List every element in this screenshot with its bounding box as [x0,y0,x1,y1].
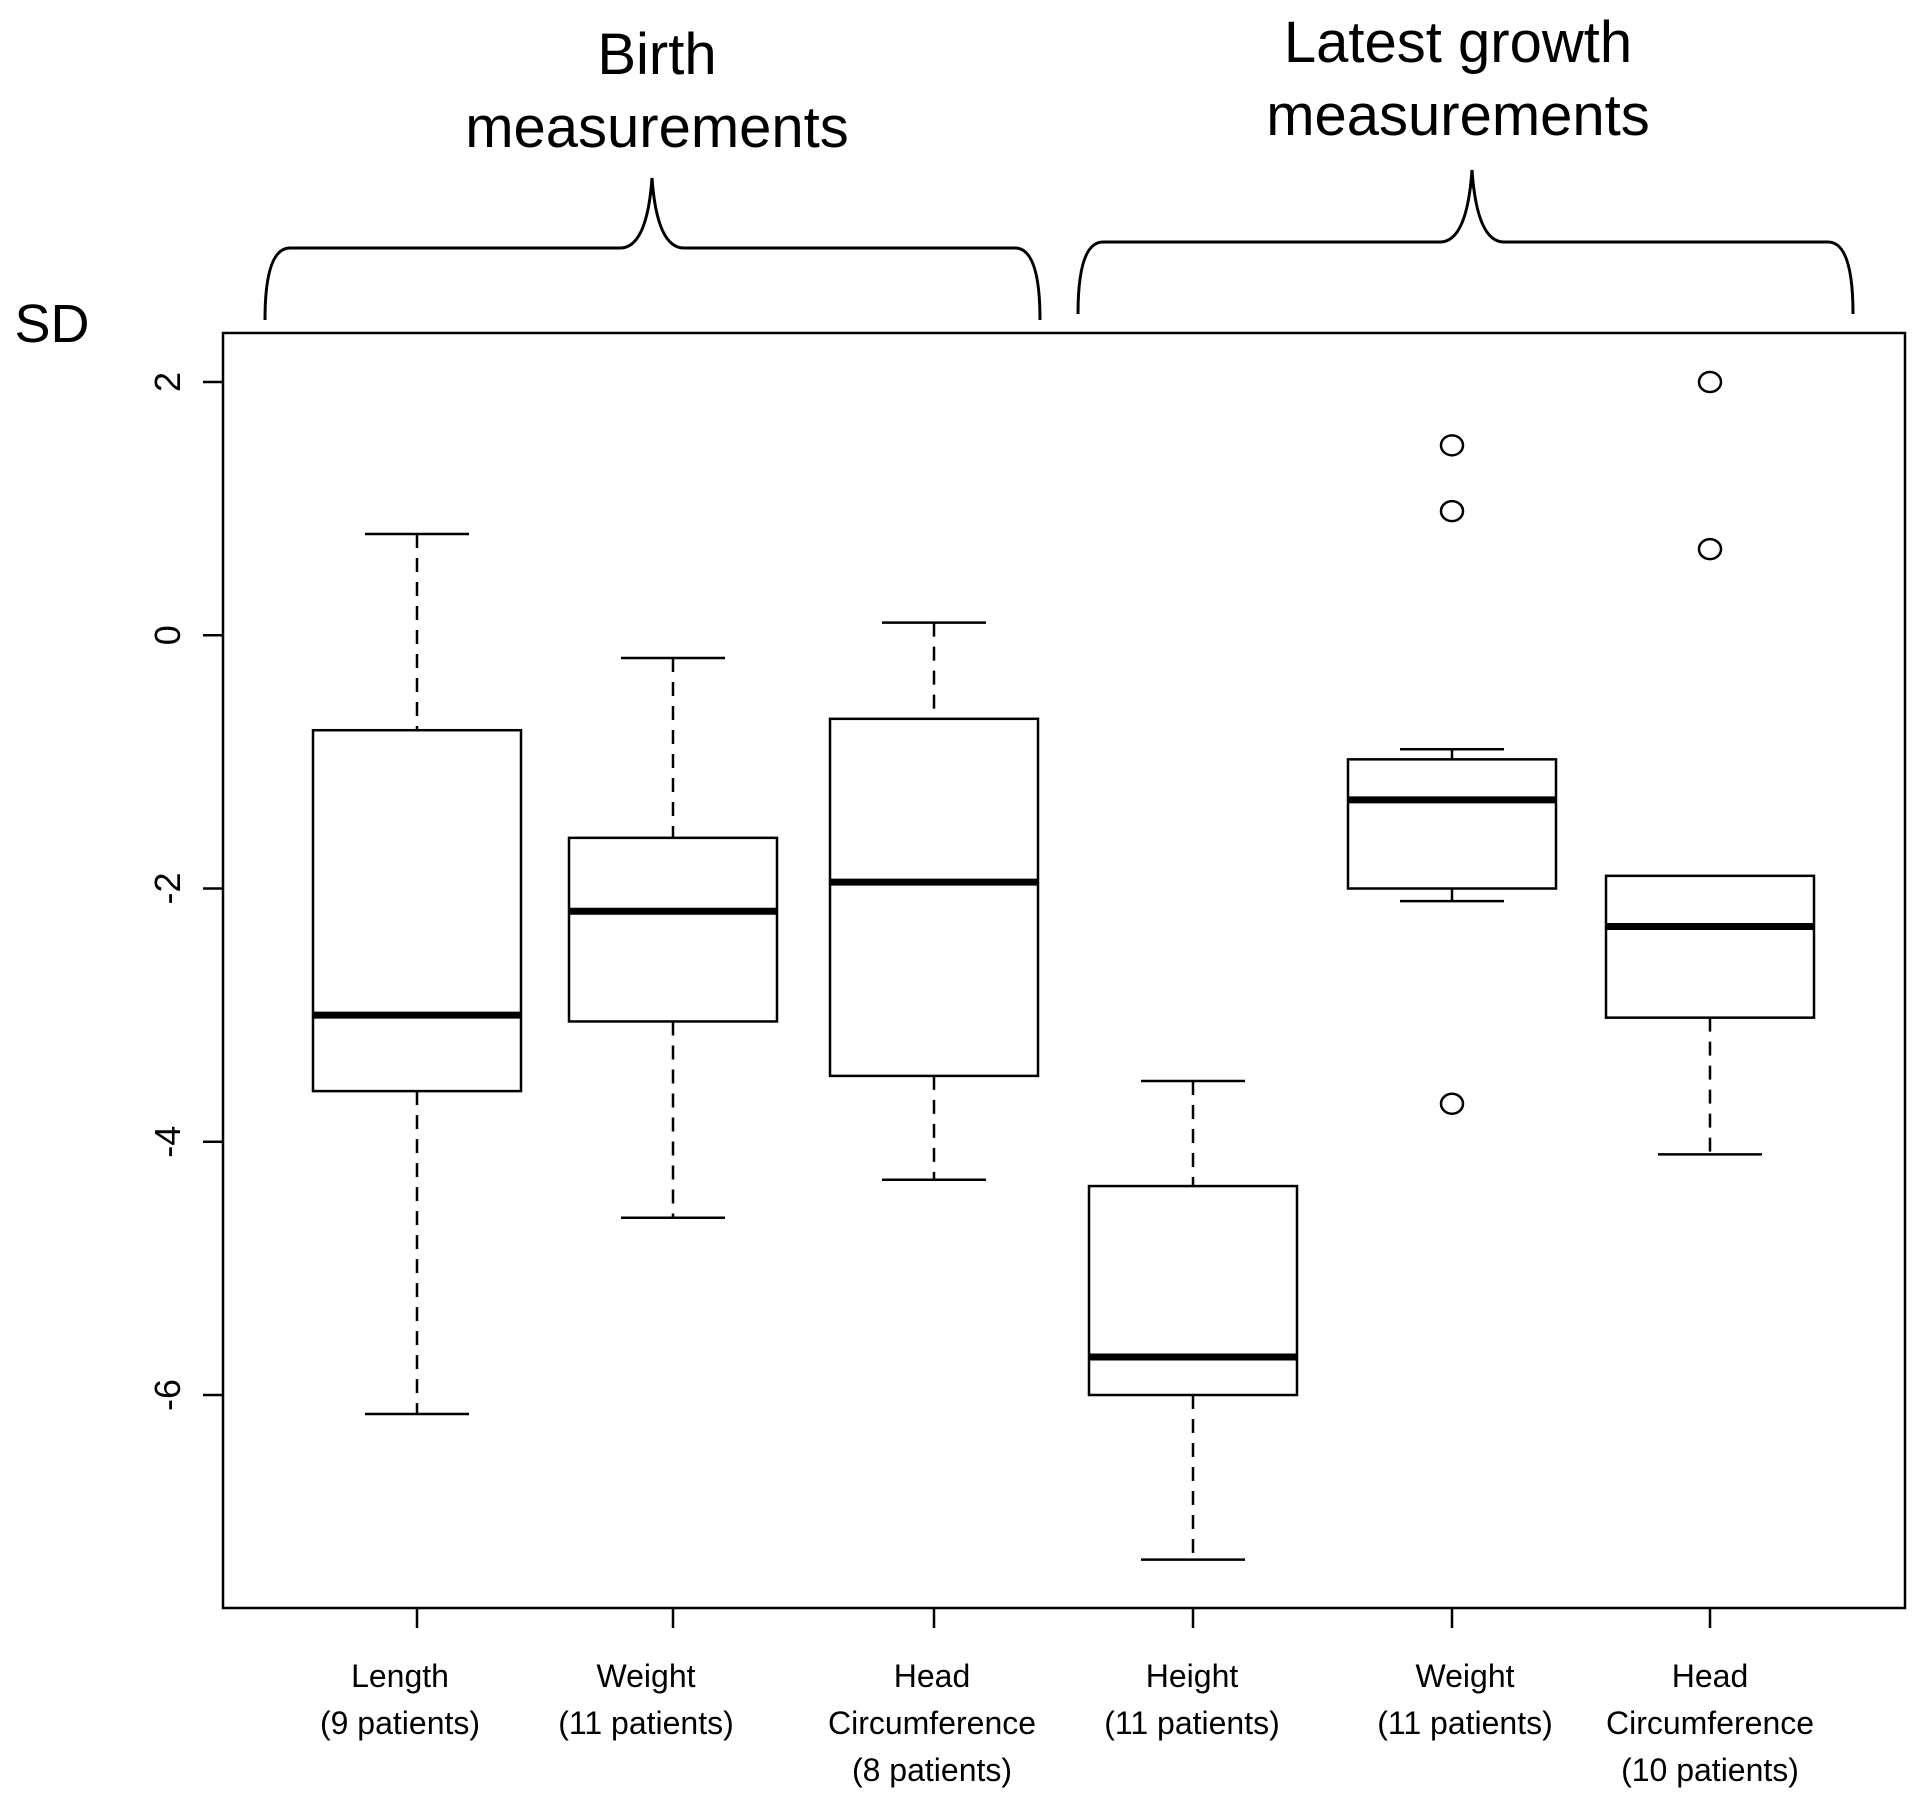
x-label-latest-weight-line2: (11 patients) [1377,1705,1553,1741]
x-label-latest-head-line1: Head [1672,1658,1749,1694]
group-title-birth-line1: Birth [597,22,716,87]
x-label-birth-head-line2: Circumference [828,1705,1036,1741]
group-title-birth-line2: measurements [465,95,849,160]
box-group [311,532,523,1628]
group-title-latest-line2: measurements [1266,83,1650,148]
brace-birth [263,177,1042,321]
y-tick-label: 2 [147,372,188,392]
box-group [1346,434,1558,1628]
iqr-box [1346,758,1558,890]
outlier-point [1697,370,1723,394]
y-axis-label: SD [14,294,89,354]
box-group [1087,1079,1299,1628]
x-label-length-line1: Length [351,1658,449,1694]
x-label-length-line2: (9 patients) [320,1705,480,1741]
x-label-height-line1: Height [1146,1658,1239,1694]
iqr-box [1087,1184,1299,1397]
box-group [828,621,1040,1628]
x-label-latest-head-line3: (10 patients) [1621,1752,1799,1788]
outlier-point [1439,434,1465,457]
x-label-latest-weight-line1: Weight [1415,1658,1514,1694]
brace-latest [1076,169,1855,315]
box-group [567,656,779,1628]
x-label-height-line2: (11 patients) [1104,1705,1280,1741]
plot-frame [221,331,1907,1610]
iqr-box [567,836,779,1023]
y-tick-label: -4 [147,1126,188,1158]
x-axis: Length (9 patients) Weight (11 patients)… [320,1658,1814,1788]
x-label-birth-weight-line2: (11 patients) [558,1705,734,1741]
group-title-latest-line1: Latest growth [1284,10,1632,75]
outlier-point [1439,499,1465,523]
y-tick-label: -6 [147,1379,188,1411]
y-tick-label: -2 [147,872,188,904]
outlier-point [1697,537,1723,561]
x-label-birth-weight-line1: Weight [596,1658,695,1694]
y-axis: 2 0 -2 -4 -6 [147,372,223,1411]
iqr-box [1604,874,1816,1019]
boxes-layer [311,370,1816,1628]
y-tick-label: 0 [147,625,188,645]
x-label-birth-head-line3: (8 patients) [852,1752,1012,1788]
x-label-latest-head-line2: Circumference [1606,1705,1814,1741]
iqr-box [311,728,523,1093]
box-group [1604,370,1816,1628]
iqr-box [828,717,1040,1078]
x-label-birth-head-line1: Head [894,1658,971,1694]
outlier-point [1439,1092,1465,1116]
